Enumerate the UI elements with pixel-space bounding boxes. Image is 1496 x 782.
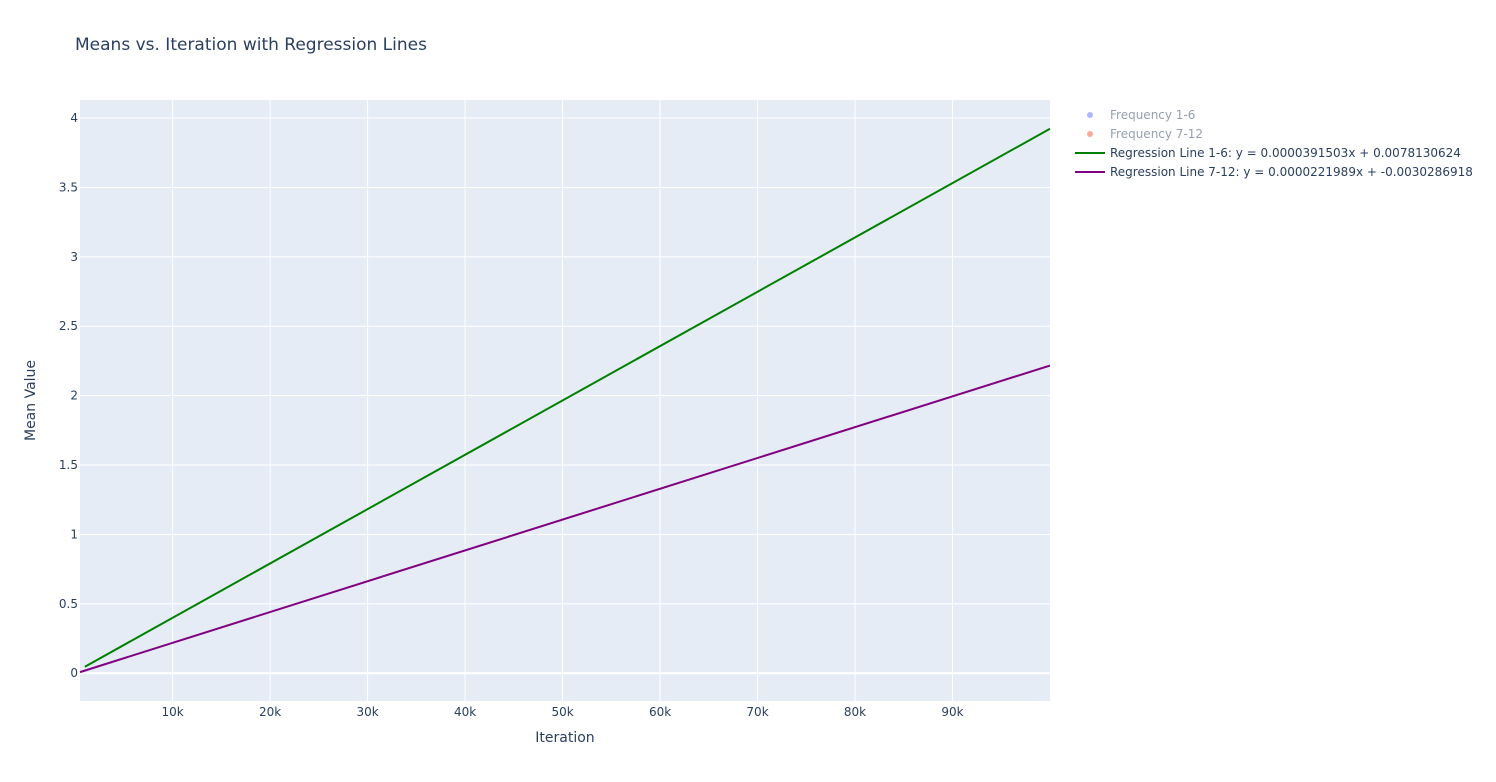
- y-tick-label: 1.5: [59, 458, 78, 472]
- y-tick-label: 4: [70, 111, 78, 125]
- y-tick-label: 3: [70, 250, 78, 264]
- plot-area: [80, 100, 1050, 701]
- tick-layer: 10k 20k 30k 40k 50k 60k 70k 80k 90k 0 0.5 1 1.5 2 2.5 3…: [59, 111, 964, 719]
- x-axis-title: Iteration: [535, 730, 594, 746]
- chart-title: Means vs. Iteration with Regression Line…: [75, 35, 427, 55]
- x-tick-label: 70k: [746, 705, 768, 719]
- legend-item-3[interactable]: Regression Line 1-6: y = 0.0000391503x +…: [1075, 146, 1461, 160]
- x-tick-label: 20k: [259, 705, 281, 719]
- series-layer: [79, 127, 1051, 674]
- y-axis-title: Mean Value: [23, 360, 39, 441]
- y-tick-label: 0.5: [59, 597, 78, 611]
- legend-label: Frequency 1-6: [1110, 108, 1195, 122]
- y-tick-label: 0: [70, 666, 78, 680]
- legend: Frequency 1-6 Frequency 7-12 Regression Li…: [1075, 108, 1473, 179]
- series-line-4: [79, 364, 1051, 674]
- x-tick-label: 10k: [162, 705, 184, 719]
- x-tick-label: 90k: [941, 705, 963, 719]
- x-tick-label: 40k: [454, 705, 476, 719]
- legend-item-4[interactable]: Regression Line 7-12: y = 0.0000221989x …: [1075, 165, 1473, 179]
- x-tick-label: 30k: [356, 705, 378, 719]
- series-line-3: [84, 127, 1051, 668]
- legend-label: Regression Line 7-12: y = 0.0000221989x …: [1110, 165, 1473, 179]
- x-tick-label: 50k: [551, 705, 573, 719]
- legend-item-2[interactable]: Frequency 7-12: [1087, 127, 1203, 141]
- legend-label: Frequency 7-12: [1110, 127, 1203, 141]
- legend-item-1[interactable]: Frequency 1-6: [1087, 108, 1195, 122]
- grid-layer: [80, 100, 1050, 701]
- x-tick-label: 80k: [844, 705, 866, 719]
- y-tick-label: 2: [70, 389, 78, 403]
- x-tick-label: 60k: [649, 705, 671, 719]
- y-tick-label: 1: [70, 527, 78, 541]
- legend-marker-swatch: [1087, 112, 1093, 118]
- y-tick-label: 2.5: [59, 319, 78, 333]
- y-tick-label: 3.5: [59, 180, 78, 194]
- legend-marker-swatch: [1087, 131, 1093, 137]
- legend-label: Regression Line 1-6: y = 0.0000391503x +…: [1110, 146, 1461, 160]
